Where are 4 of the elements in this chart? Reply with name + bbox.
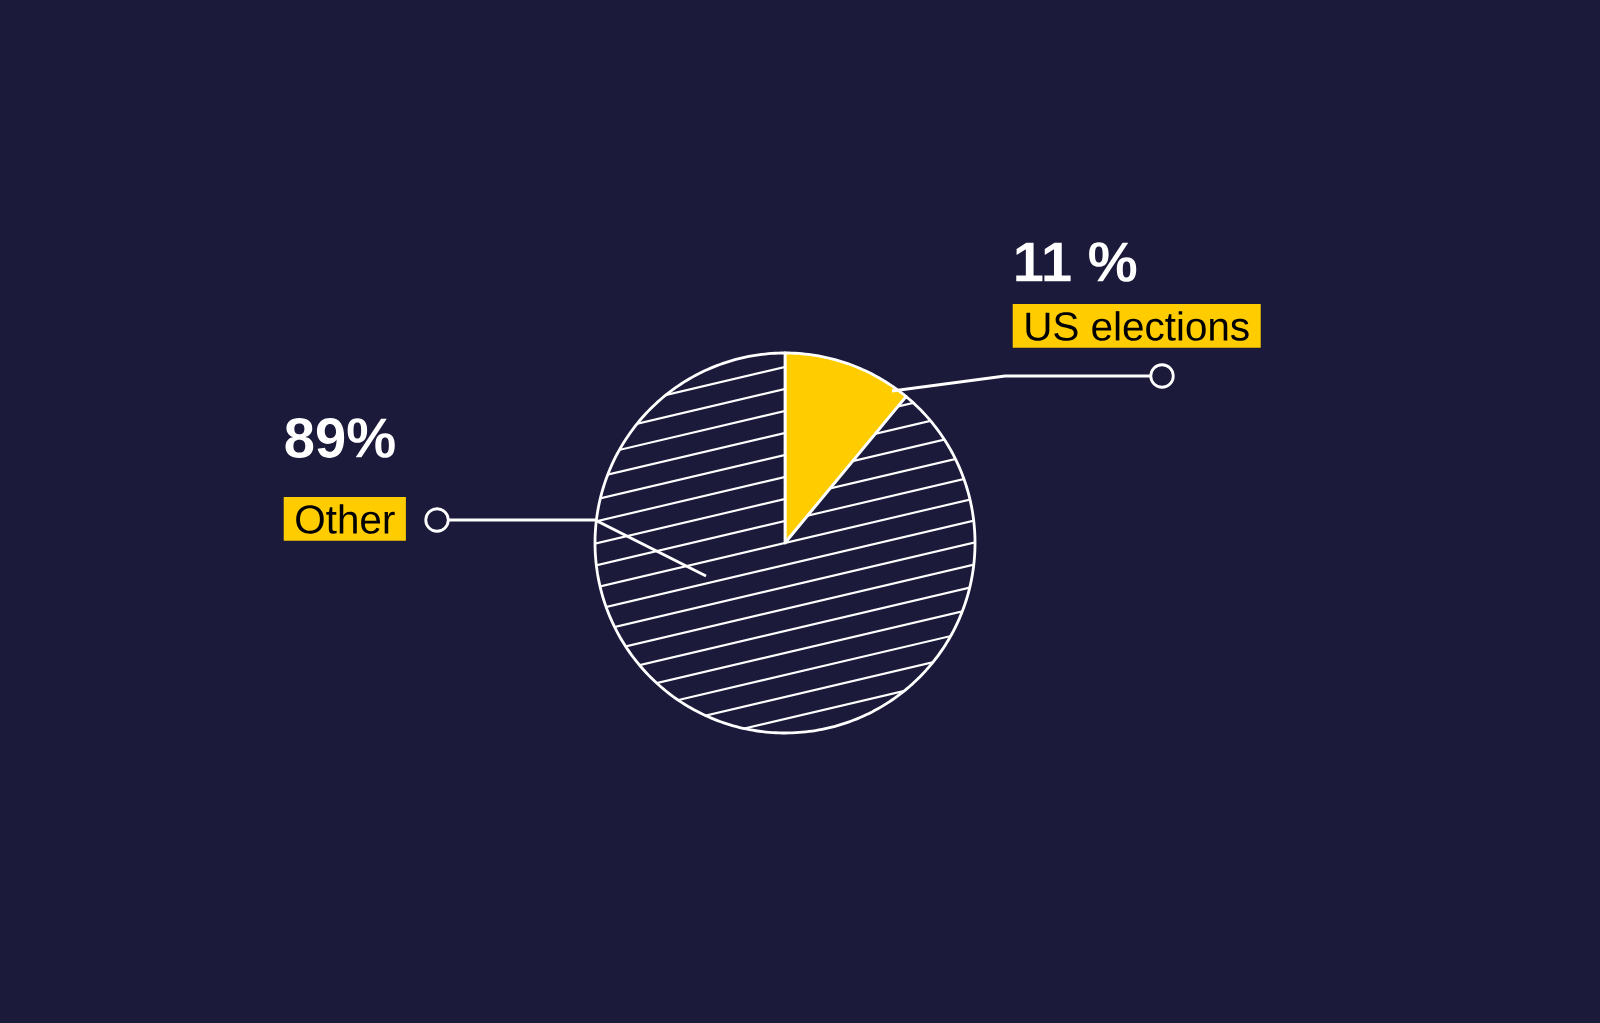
slice-label: Other xyxy=(296,504,395,534)
data-label: 11 % xyxy=(1016,242,1137,282)
data-label: 89% xyxy=(285,418,395,458)
slice-label: US elections xyxy=(1026,311,1249,341)
